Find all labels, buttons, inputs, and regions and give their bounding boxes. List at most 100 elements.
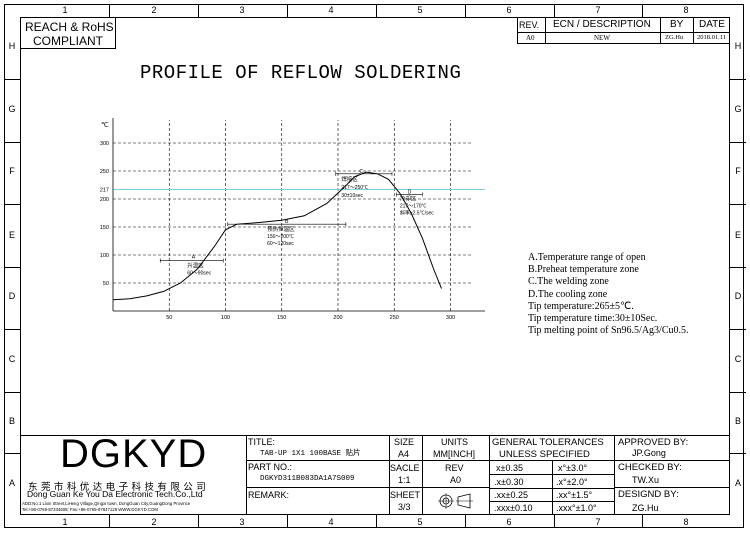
- remark-label: REMARK:: [248, 490, 290, 500]
- x-tick-label: 150: [277, 315, 286, 321]
- column-zone-label: 2: [151, 517, 157, 527]
- zone-divider-tick: [730, 204, 746, 205]
- zone-divider-tick: [4, 392, 20, 393]
- zone-divider-tick: [730, 267, 746, 268]
- zone-c-range: 30±10sec: [341, 193, 363, 199]
- tolerances-title-1: GENERAL TOLERANCES: [492, 437, 604, 448]
- tol-linear-1: .x±0.30: [494, 477, 524, 487]
- note-melting: Tip melting point of Sn96.5/Ag3/Cu0.5.: [528, 325, 689, 337]
- row-zone-label: H: [734, 41, 742, 51]
- column-zone-label: 6: [506, 517, 512, 527]
- row-zone-label: A: [734, 478, 741, 488]
- y-tick-label: 200: [100, 197, 109, 203]
- size-value: A4: [398, 449, 410, 459]
- compliance-line-2: COMPLIANT: [33, 34, 104, 48]
- x-tick-label: 250: [390, 315, 399, 321]
- zone-divider-tick: [730, 79, 746, 80]
- by-header: BY: [670, 19, 684, 30]
- company-contact: Tel:+86-0769-87334608; Fax:+86-0769-8784…: [22, 507, 158, 512]
- row-zone-label: G: [734, 104, 742, 114]
- zone-divider-tick: [642, 515, 643, 528]
- date-header: DATE: [699, 19, 725, 30]
- temperature-curve: [112, 171, 442, 301]
- zone-d-range: 斜率≥2.5℃/sec: [400, 210, 434, 217]
- zone-divider-tick: [554, 515, 555, 528]
- row-zone-label: D: [734, 291, 742, 301]
- by-value: ZG.Hu: [665, 34, 684, 41]
- designed-value: ZG.Hu: [632, 503, 659, 513]
- zone-divider-tick: [730, 392, 746, 393]
- zone-divider-tick: [730, 329, 746, 330]
- note-tip-temp: Tip temperature:265±5℃.: [528, 300, 634, 312]
- tolerances-title-2: UNLESS SPECIFIED: [499, 449, 590, 460]
- sheet-value: 3/3: [398, 502, 411, 512]
- size-label: SIZE: [394, 437, 415, 447]
- y-axis-label: ℃: [101, 122, 109, 129]
- zone-d-letter: D: [408, 190, 412, 196]
- y-tick-label: 217: [100, 187, 109, 193]
- checked-value: TW.Xu: [632, 475, 660, 485]
- row-zone-label: D: [8, 291, 16, 301]
- y-tick-label: 300: [100, 141, 109, 147]
- units-value: MM[INCH]: [433, 449, 475, 459]
- column-zone-label: 3: [239, 5, 245, 15]
- column-zone-label: 1: [62, 517, 68, 527]
- title-label: TITLE:: [248, 437, 276, 447]
- row-zone-label: F: [9, 166, 15, 176]
- zone-divider-tick: [4, 142, 20, 143]
- compliance-line-1: REACH & RoHS: [25, 20, 114, 34]
- note-d: D.The cooling zone: [528, 288, 608, 300]
- x-tick-label: 300: [446, 315, 455, 321]
- compliance-box: REACH & RoHS COMPLIANT: [20, 17, 116, 49]
- column-zone-label: 1: [62, 5, 68, 15]
- zone-divider-tick: [642, 4, 643, 17]
- zone-divider-tick: [730, 142, 746, 143]
- zone-b-letter: B: [285, 219, 289, 225]
- row-zone-label: H: [8, 41, 16, 51]
- note-a: A.Temperature range of open: [528, 252, 646, 263]
- row-zone-label: B: [8, 416, 15, 426]
- y-tick-label: 250: [100, 169, 109, 175]
- zone-c-name: 焊接区: [341, 175, 358, 183]
- zone-divider-tick: [4, 329, 20, 330]
- zone-divider-tick: [287, 4, 288, 17]
- tol-linear-3: .xxx±0.10: [494, 503, 533, 513]
- date-value: 2018.01.11: [697, 34, 727, 41]
- rev-value-block: A0: [450, 475, 462, 485]
- zone-divider-tick: [109, 4, 110, 17]
- column-zone-label: 8: [683, 517, 689, 527]
- reflow-profile-chart: 5010015020021725030050100150200250300℃S …: [100, 118, 485, 321]
- column-zone-label: 4: [328, 5, 334, 15]
- zone-divider-tick: [376, 4, 377, 17]
- scale-value: 1:1: [398, 475, 411, 485]
- zone-c-letter: C: [359, 169, 363, 175]
- company-name-cn: 东 莞 市 科 优 达 电 子 科 技 有 限 公 司: [28, 482, 207, 493]
- zone-divider-tick: [198, 515, 199, 528]
- tol-angular-2: .xx°±1.5°: [556, 490, 593, 500]
- zone-a-name: 升温区: [187, 262, 204, 270]
- approved-value: JP.Gong: [632, 448, 666, 458]
- designed-label: DESIGND BY:: [618, 489, 679, 500]
- column-zone-label: 5: [417, 517, 423, 527]
- x-tick-label: 200: [333, 315, 342, 321]
- tol-linear-2: .xx±0.25: [494, 490, 528, 500]
- row-zone-label: F: [735, 166, 741, 176]
- zone-divider-tick: [465, 515, 466, 528]
- zone-divider-tick: [554, 4, 555, 17]
- zone-b-range: 60～120sec: [267, 241, 294, 247]
- row-zone-label: B: [734, 416, 741, 426]
- zone-divider-tick: [730, 453, 746, 454]
- projection-symbol-icon: [438, 493, 473, 509]
- zone-a-letter: A: [192, 255, 196, 261]
- zone-d-name: 冷却区: [400, 195, 417, 203]
- checked-label: CHECKED BY:: [618, 462, 682, 473]
- zone-b-temp: 150～200℃: [267, 234, 294, 240]
- column-zone-label: 8: [683, 5, 689, 15]
- zone-a-range: 60～90sec: [187, 271, 211, 277]
- y-tick-label: 100: [100, 253, 109, 259]
- approved-label: APPROVED BY:: [618, 437, 689, 448]
- tol-angular-0: x°±3.0°: [558, 463, 588, 473]
- row-zone-label: E: [8, 230, 15, 240]
- x-tick-label: 50: [166, 315, 172, 321]
- tol-angular-3: .xxx°±1.0°: [556, 503, 597, 513]
